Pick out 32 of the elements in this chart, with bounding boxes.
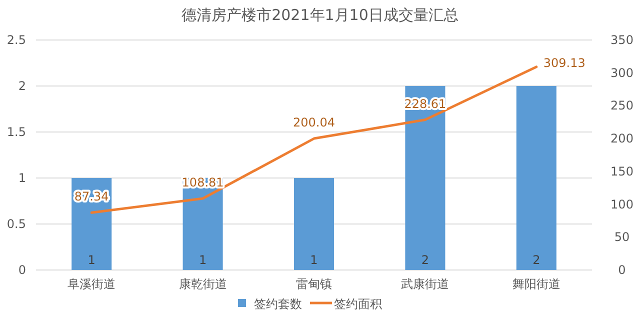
y-tick-label: 1 <box>18 171 26 185</box>
y2-tick-label: 150 <box>610 164 634 178</box>
y2-tick-label: 200 <box>610 132 634 146</box>
x-tick-label: 阜溪街道 <box>68 277 116 291</box>
y-tick-label: 0.5 <box>6 217 26 231</box>
y2-tick-label: 350 <box>610 33 634 47</box>
x-tick-label: 舞阳街道 <box>512 277 560 291</box>
data-label: 87.34 <box>74 190 109 204</box>
chart-title: 德清房产楼市2021年1月10日成交量汇总 <box>182 6 458 24</box>
data-label: 1 <box>198 253 207 267</box>
legend-label: 签约套数 <box>254 297 302 311</box>
y-tick-label: 1.5 <box>6 125 26 139</box>
x-tick-label: 雷甸镇 <box>296 277 332 291</box>
x-tick-label: 武康街道 <box>401 277 450 291</box>
data-label: 1 <box>88 253 96 267</box>
data-label: 309.13 <box>543 56 586 70</box>
y2-tick-label: 0 <box>618 263 626 277</box>
data-label: 1 <box>310 253 318 267</box>
y2-tick-label: 300 <box>610 66 634 80</box>
data-label: 2 <box>421 253 430 267</box>
data-label: 228.61 <box>404 96 446 111</box>
y2-tick-label: 100 <box>610 197 634 212</box>
data-label: 200.04 <box>293 116 335 130</box>
y-tick-label: 0 <box>18 263 26 277</box>
y-tick-label: 2 <box>18 79 26 93</box>
y2-tick-label: 250 <box>610 98 634 113</box>
data-label: 2 <box>532 253 540 267</box>
x-tick-label: 康乾街道 <box>178 277 227 291</box>
y2-tick-label: 50 <box>614 230 630 244</box>
data-label: 108.81 <box>182 175 224 190</box>
legend-label: 签约面积 <box>334 297 382 311</box>
y-tick-label: 2.5 <box>6 33 26 47</box>
